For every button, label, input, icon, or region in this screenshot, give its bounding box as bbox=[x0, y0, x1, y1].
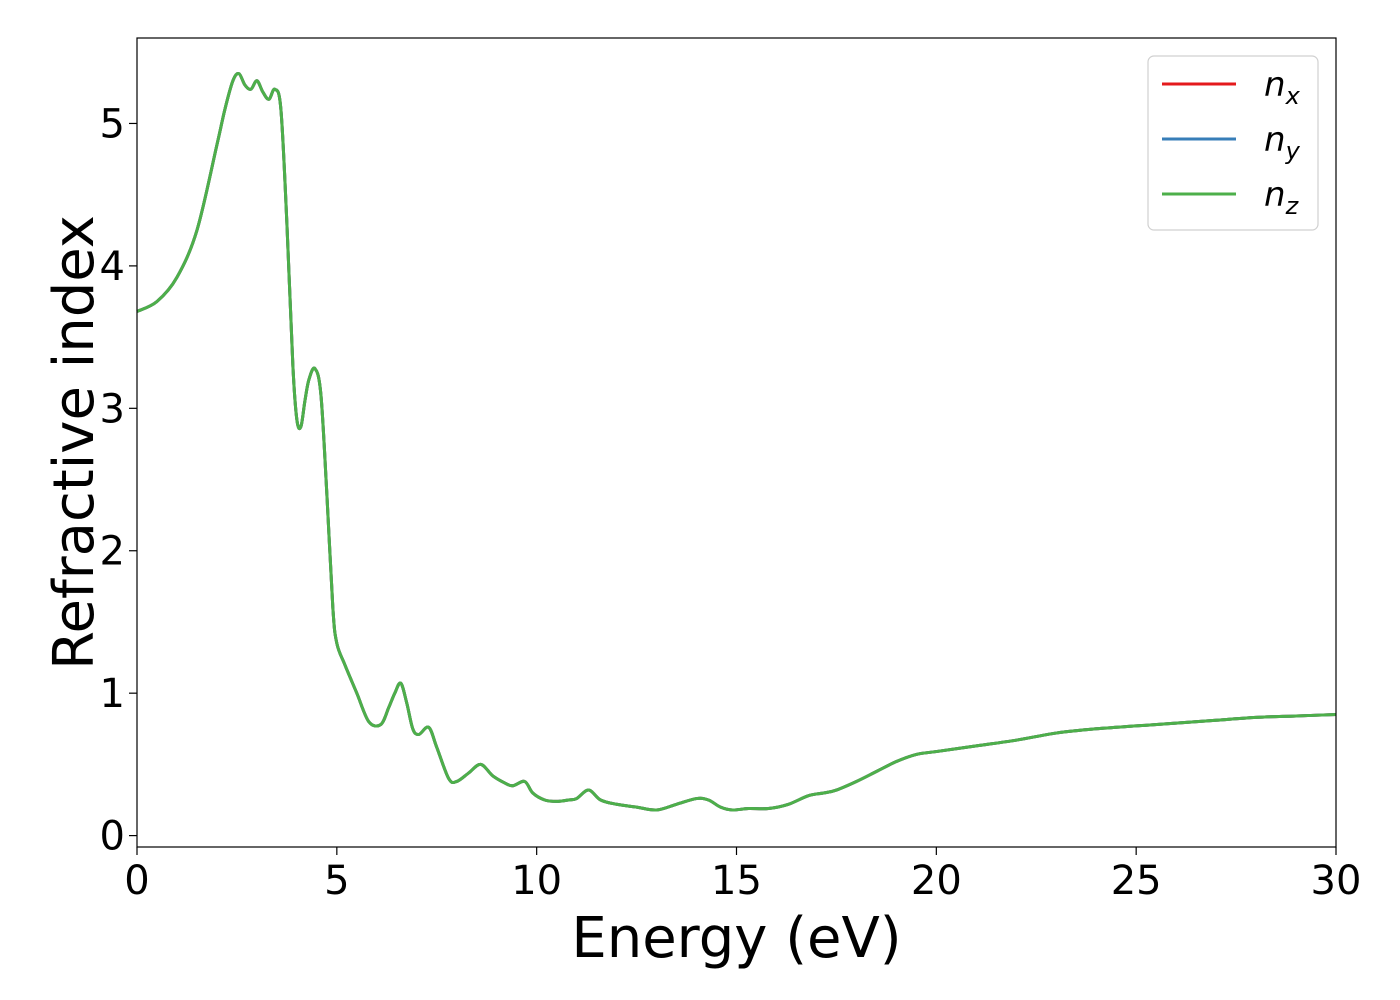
x-tick-label: 10 bbox=[511, 858, 562, 904]
y-tick-label: 3 bbox=[100, 386, 125, 432]
legend-box bbox=[1147, 55, 1319, 231]
x-tick-label: 25 bbox=[1111, 858, 1162, 904]
legend-label-ny: ny bbox=[1264, 120, 1301, 165]
x-tick-label: 20 bbox=[911, 858, 962, 904]
x-tick-label: 30 bbox=[1311, 858, 1362, 904]
x-tick-label: 15 bbox=[711, 858, 762, 904]
x-tick-label: 0 bbox=[124, 858, 149, 904]
y-tick-label: 0 bbox=[100, 814, 125, 860]
legend-label-base: n bbox=[1264, 120, 1286, 160]
y-tick-label: 1 bbox=[100, 671, 125, 717]
y-axis: 0 1 2 3 4 5 bbox=[100, 101, 137, 860]
legend-label-base: n bbox=[1264, 175, 1286, 215]
legend-label-base: n bbox=[1264, 65, 1286, 105]
y-tick-label: 2 bbox=[100, 529, 125, 575]
legend-label-subscript: x bbox=[1285, 82, 1301, 110]
x-axis: 0 5 10 15 20 25 30 bbox=[124, 847, 1361, 904]
legend-label-subscript: z bbox=[1285, 192, 1300, 220]
x-axis-label: Energy (eV) bbox=[571, 906, 901, 971]
legend-label-nx: nx bbox=[1264, 65, 1301, 110]
legend-label-nz: nz bbox=[1264, 175, 1300, 220]
series-line-nz bbox=[136, 71, 1337, 812]
y-axis-label: Refractive index bbox=[42, 215, 107, 670]
legend-label-subscript: y bbox=[1285, 137, 1301, 165]
series-layer bbox=[136, 71, 1337, 812]
x-tick-label: 5 bbox=[324, 858, 349, 904]
y-tick-label: 5 bbox=[100, 101, 125, 147]
y-tick-label: 4 bbox=[100, 244, 125, 290]
